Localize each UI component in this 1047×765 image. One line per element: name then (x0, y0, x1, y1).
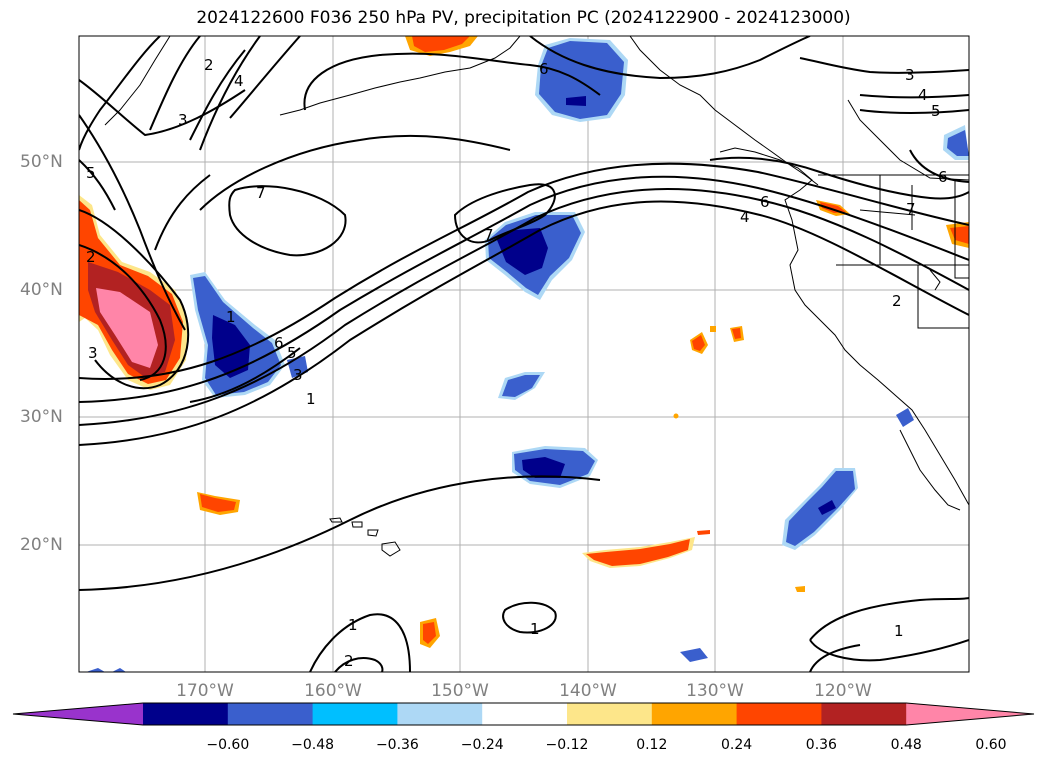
contour-label-group: 2 4 3 5 7 1 6 7 5 3 1 1 2 2 3 6 3 4 5 6 … (86, 56, 948, 670)
contour-label: 2 (344, 652, 354, 670)
colorbar-tick-label: 0.12 (636, 737, 668, 753)
colorbar-tick-label: −0.48 (291, 737, 335, 753)
colorbar-tick-label: 0.24 (721, 737, 753, 753)
lon-label: 170°W (176, 681, 234, 701)
colorbar-segment (482, 703, 568, 725)
colorbar-tick-label: −0.36 (375, 737, 419, 753)
lon-label: 150°W (431, 681, 489, 701)
contour-label: 5 (287, 344, 297, 362)
colorbar-extend-high (906, 703, 1034, 725)
colorbar-tick-label: −0.12 (545, 737, 589, 753)
contour-label: 1 (306, 390, 316, 408)
contour-label: 3 (293, 366, 303, 384)
lat-label: 50°N (20, 152, 63, 172)
colorbar-tick-label: 0.60 (975, 737, 1007, 753)
contour-label: 6 (539, 60, 549, 78)
lon-label: 130°W (686, 681, 744, 701)
colorbar-segment (567, 703, 653, 725)
coastlines (104, 36, 969, 557)
colorbar-tick-label: −0.24 (460, 737, 504, 753)
contour-label: 2 (204, 56, 214, 74)
lon-label: 140°W (559, 681, 617, 701)
colorbar-tick-label: −0.60 (206, 737, 250, 753)
lat-label: 30°N (20, 407, 63, 427)
lon-label: 120°W (814, 681, 872, 701)
contour-label: 1 (348, 616, 358, 634)
colorbar-outline (12, 702, 1035, 726)
colorbar-segment (312, 703, 398, 725)
contour-label: 5 (931, 102, 941, 120)
colorbar (12, 702, 1035, 726)
contour-label: 3 (178, 111, 188, 129)
colorbar-tick-label: 0.36 (805, 737, 837, 753)
colorbar-segment (397, 703, 483, 725)
contour-label: 6 (938, 168, 948, 186)
colorbar-tick-label: 0.48 (890, 737, 922, 753)
precip-positive-shading (79, 36, 969, 648)
contour-label: 4 (918, 86, 928, 104)
contour-label: 3 (88, 344, 98, 362)
colorbar-segment (227, 703, 314, 725)
contour-label: 4 (740, 208, 750, 226)
colorbar-segment (651, 703, 738, 725)
contour-label: 1 (530, 620, 540, 638)
contour-label: 4 (234, 72, 244, 90)
colorbar-segment (821, 703, 907, 725)
colorbar-segment (143, 703, 229, 725)
lat-label: 20°N (20, 535, 63, 555)
lat-label: 40°N (20, 280, 63, 300)
contour-label: 5 (86, 164, 96, 182)
contour-label: 7 (906, 200, 916, 218)
contour-label: 1 (226, 308, 236, 326)
contour-label: 7 (484, 226, 494, 244)
contour-label: 6 (760, 193, 770, 211)
colorbar-segment (736, 703, 822, 725)
contour-label: 1 (894, 622, 904, 640)
map-title: 2024122600 F036 250 hPa PV, precipitatio… (196, 8, 851, 28)
contour-label: 2 (892, 292, 902, 310)
contour-label: 2 (86, 248, 96, 266)
contour-label: 6 (274, 334, 284, 352)
contour-label: 7 (256, 184, 266, 202)
lon-label: 160°W (304, 681, 362, 701)
pv-contours (79, 36, 969, 672)
precip-negative-shading (86, 38, 969, 672)
colorbar-extend-low (13, 703, 143, 725)
plot-frame (78, 35, 970, 673)
contour-label: 3 (905, 66, 915, 84)
